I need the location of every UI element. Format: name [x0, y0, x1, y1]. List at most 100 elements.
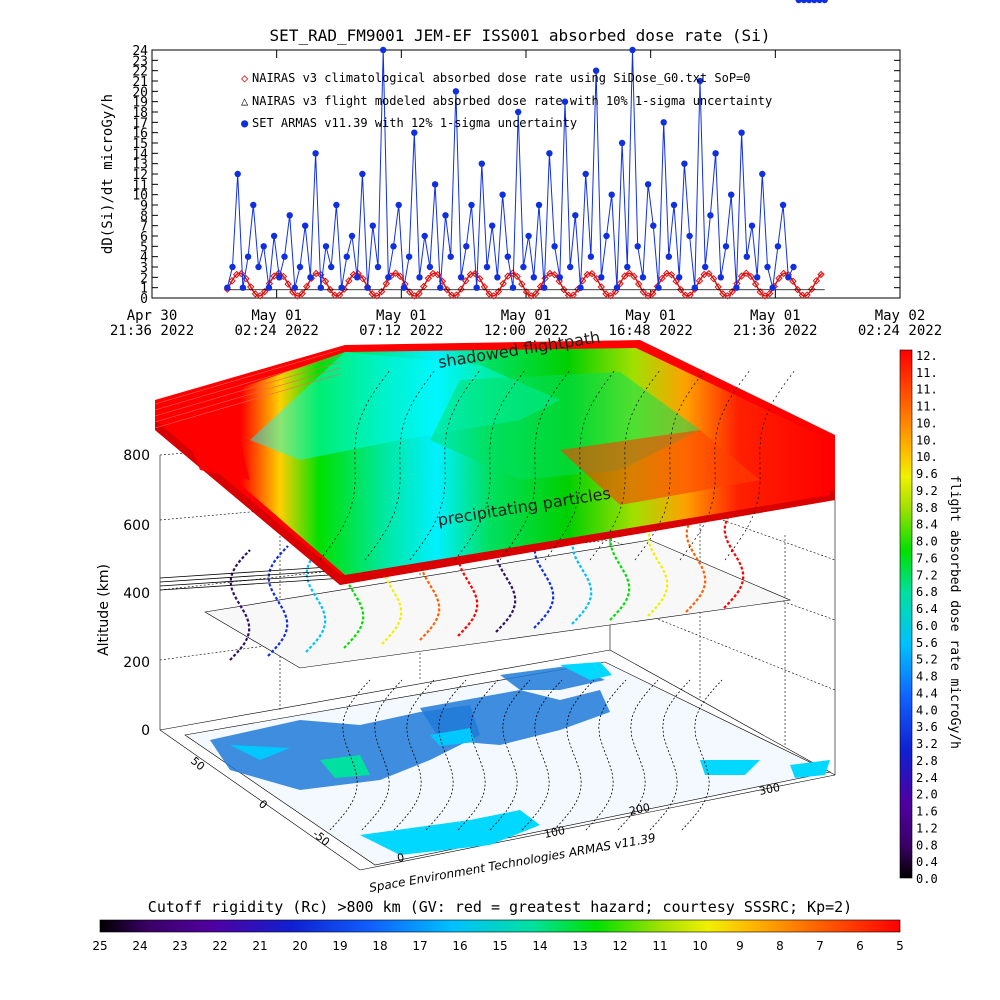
y-axis-label: dD(Si)/dt microGy/h	[100, 94, 116, 254]
y-tick-label: 13	[132, 158, 148, 173]
armas-point	[354, 274, 361, 281]
x-tick-label-date: May 01	[376, 308, 427, 324]
armas-point	[364, 284, 371, 291]
nairas-climatological-point	[452, 291, 461, 299]
nairas-climatological-point	[396, 272, 405, 281]
cutoff-rigidity-colorbar-tick-label: 18	[372, 939, 387, 953]
nairas-climatological-point	[410, 292, 419, 300]
y-tick-label: 18	[132, 106, 148, 121]
slab-edge-lines	[154, 349, 341, 429]
armas-point	[712, 150, 719, 157]
z-tick-label: 400	[123, 586, 150, 602]
ground-track-line	[489, 679, 531, 831]
dose-rate-colorbar-tick-label: 6.0	[916, 619, 938, 633]
ground-track-line	[617, 679, 659, 831]
nairas-climatological-point	[630, 272, 638, 281]
armas-point	[286, 212, 293, 219]
armas-point	[312, 150, 319, 157]
nairas-climatological-point	[742, 269, 750, 277]
y-tick-label: 15	[132, 137, 148, 152]
y-tick-label: 16	[132, 127, 148, 142]
nairas-climatological-point	[256, 292, 264, 300]
dose-rate-colorbar-tick-label: 8.0	[916, 535, 938, 549]
y-tick-label: 1	[140, 282, 148, 297]
cutoff-rigidity-colorbar-tick-label: 12	[612, 939, 627, 953]
y-tick-label: 14	[132, 147, 148, 162]
y-tick-label: 9	[140, 199, 148, 214]
armas-point	[499, 191, 506, 198]
y-tick-label: 6	[140, 230, 148, 245]
armas-point	[265, 284, 273, 291]
dose-rate-colorbar-tick-label: 10.	[916, 450, 938, 464]
legend-entry-nairas-flight: △ NAIRAS v3 flight modeled absorbed dose…	[241, 94, 772, 108]
armas-point	[520, 263, 527, 271]
armas-point	[629, 46, 636, 54]
world-map-plane	[184, 661, 831, 866]
armas-point	[665, 253, 672, 260]
cutoff-rigidity-colorbar-tick-label: 19	[332, 939, 347, 953]
armas-point	[338, 284, 345, 291]
y-tick-label: 21	[132, 75, 148, 90]
nairas-climatological-point	[807, 285, 816, 293]
armas-point	[624, 263, 631, 271]
armas-point	[816, 0, 823, 4]
nairas-climatological-point	[686, 291, 694, 299]
cutoff-rigidity-colorbar-tick-label: 15	[492, 939, 507, 953]
dose-rate-colorbar-tick-label: 4.0	[916, 703, 938, 717]
nairas-climatological-point	[270, 272, 278, 280]
dose-rate-colorbar-tick-label: 8.8	[916, 501, 938, 515]
armas-point	[702, 263, 709, 271]
legend-label-armas: SET ARMAS v11.39 with 12% 1-sigma uncert…	[252, 116, 577, 130]
nairas-climatological-point	[251, 290, 260, 298]
y-tick-label: 4	[140, 251, 148, 266]
dose-rate-colorbar-tick-label: 10.	[916, 416, 938, 430]
armas-point	[291, 284, 298, 291]
nairas-climatological-point	[457, 285, 465, 293]
armas-point	[613, 284, 621, 291]
legend-label-nairas-climatological: NAIRAS v3 climatological absorbed dose r…	[252, 71, 751, 85]
armas-point	[255, 263, 262, 271]
armas-point	[478, 160, 485, 167]
y-tick-label: 5	[140, 240, 148, 255]
nairas-climatological-point	[765, 289, 774, 298]
nairas-climatological-point	[817, 270, 825, 279]
nairas-climatological-point	[504, 272, 512, 280]
armas-point	[759, 170, 766, 178]
y-tick-label: 3	[140, 261, 148, 276]
armas-point	[717, 274, 724, 281]
nairas-climatological-point	[335, 291, 344, 299]
legend-symbol-circle: ●	[241, 116, 249, 130]
armas-point	[322, 243, 330, 250]
armas-point	[457, 274, 465, 281]
armas-point	[618, 139, 626, 147]
nairas-climatological-point	[620, 272, 629, 280]
nairas-climatological-point	[368, 290, 376, 298]
cutoff-rigidity-colorbar-ticks: 25 24 23 22 21 20 19 18 17 16 15 14 13 12 11 10 9 8 7 6 5	[92, 939, 903, 953]
nairas-climatological-point	[391, 269, 400, 277]
armas-point	[587, 253, 595, 260]
x-tick-label-date: May 01	[625, 308, 676, 324]
nairas-climatological-point	[289, 288, 297, 296]
legend: ◇ NAIRAS v3 climatological absorbed dose…	[241, 71, 772, 130]
armas-point	[769, 284, 776, 291]
armas-point	[317, 284, 324, 291]
armas-point	[281, 253, 288, 260]
flight-track-surface	[204, 497, 792, 669]
y-tick-label: 20	[132, 85, 148, 100]
ground-track-line	[649, 679, 691, 831]
lon-tick-label: 300	[758, 781, 781, 798]
nairas-climatological-point	[667, 271, 676, 279]
nairas-climatological-point	[644, 292, 652, 300]
y-tick-label: 10	[132, 189, 148, 204]
x-tick-label-date: May 01	[750, 308, 801, 324]
nairas-climatological-series	[223, 269, 825, 300]
armas-point	[696, 77, 704, 85]
dose-rate-colorbar-bar	[899, 349, 913, 879]
armas-point	[774, 243, 782, 250]
nairas-climatological-point	[695, 277, 704, 285]
nairas-climatological-point	[625, 269, 634, 277]
nairas-climatological-point	[237, 269, 246, 278]
nairas-climatological-point	[513, 272, 521, 281]
nairas-climatological-point	[494, 287, 503, 296]
